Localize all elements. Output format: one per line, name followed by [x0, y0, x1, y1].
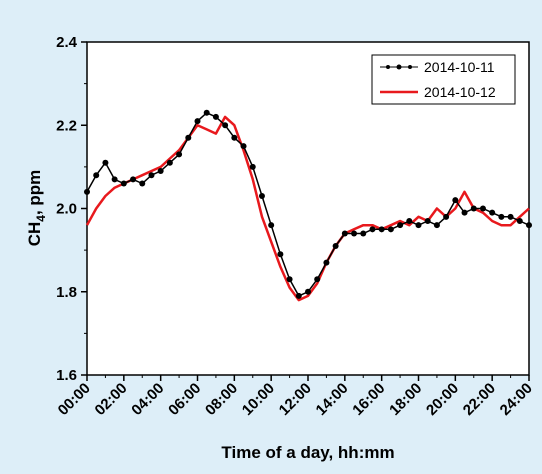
data-point-2014-10-11: [406, 217, 413, 224]
data-point-2014-10-11: [479, 205, 486, 212]
data-point-2014-10-11: [286, 276, 293, 283]
data-point-2014-10-11: [507, 213, 514, 220]
x-tick-label: 16:00: [349, 380, 388, 419]
data-point-2014-10-11: [258, 193, 265, 200]
series-line-2014-10-12: [85, 115, 530, 302]
data-point-2014-10-11: [185, 134, 192, 141]
data-point-2014-10-11: [212, 113, 219, 120]
data-point-2014-10-11: [305, 288, 311, 295]
y-axis-title: CH4, ppm: [25, 170, 48, 247]
data-point-2014-10-11: [148, 172, 155, 179]
data-point-2014-10-11: [415, 222, 422, 229]
data-point-2014-10-11: [249, 163, 256, 170]
data-point-2014-10-11: [194, 118, 201, 125]
x-tick-label: 04:00: [128, 380, 167, 419]
data-point-2014-10-11: [424, 217, 431, 224]
data-point-2014-10-11: [498, 213, 505, 220]
data-point-2014-10-11: [351, 230, 358, 237]
legend-label-2014-10-12: 2014-10-12: [424, 84, 496, 100]
data-point-2014-10-11: [102, 159, 109, 166]
data-point-2014-10-11: [397, 222, 404, 229]
data-point-2014-10-11: [203, 109, 210, 116]
x-tick-label: 10:00: [239, 380, 278, 419]
legend-marker-2014-10-11: [386, 65, 390, 69]
data-point-2014-10-11: [452, 197, 459, 204]
data-point-2014-10-11: [157, 168, 164, 175]
data-point-2014-10-11: [93, 172, 100, 179]
data-point-2014-10-11: [516, 217, 523, 224]
data-point-2014-10-11: [378, 226, 385, 233]
data-point-2014-10-11: [277, 251, 284, 258]
data-point-2014-10-11: [341, 230, 348, 237]
data-point-2014-10-11: [166, 159, 173, 166]
x-tick-label: 22:00: [460, 380, 499, 419]
data-point-2014-10-11: [84, 188, 90, 195]
data-point-2014-10-11: [489, 209, 496, 216]
data-point-2014-10-11: [139, 180, 146, 187]
data-point-2014-10-11: [295, 292, 302, 299]
data-point-2014-10-11: [323, 259, 330, 266]
y-tick-label: 2.4: [56, 34, 78, 51]
data-point-2014-10-11: [111, 176, 118, 183]
data-point-2014-10-11: [387, 226, 394, 233]
x-tick-label: 18:00: [386, 380, 425, 419]
data-point-2014-10-11: [470, 205, 477, 212]
legend-box: [371, 54, 516, 105]
data-point-2014-10-11: [314, 276, 321, 283]
x-tick-label: 08:00: [202, 380, 241, 419]
y-tick-label: 2.2: [56, 117, 77, 134]
data-point-2014-10-11: [176, 151, 183, 158]
data-point-2014-10-11: [443, 213, 450, 220]
data-point-2014-10-11: [240, 143, 247, 150]
data-point-2014-10-11: [369, 226, 376, 233]
data-point-2014-10-11: [461, 209, 468, 216]
data-point-2014-10-11: [268, 222, 275, 229]
legend-marker-2014-10-11-b: [396, 64, 402, 70]
data-point-2014-10-11: [120, 180, 127, 187]
legend-marker-2014-10-11-c: [408, 65, 412, 69]
axis-ticks: [81, 41, 530, 381]
x-axis-title: Time of a day, hh:mm: [221, 443, 394, 462]
x-tick-label: 24:00: [497, 380, 536, 419]
legend: 2014-10-11 2014-10-12: [371, 54, 516, 105]
x-tick-label: 02:00: [92, 380, 131, 419]
data-point-2014-10-11: [360, 230, 367, 237]
x-tick-label: 06:00: [165, 380, 204, 419]
x-tick-label: 20:00: [423, 380, 462, 419]
series-group: [84, 109, 532, 302]
x-tick-label: 14:00: [313, 380, 352, 419]
y-tick-label: 1.8: [56, 284, 77, 301]
data-point-2014-10-11: [526, 222, 532, 229]
data-point-2014-10-11: [433, 222, 440, 229]
y-tick-label: 1.6: [56, 367, 77, 384]
data-point-2014-10-11: [231, 134, 238, 141]
y-tick-label: 2.0: [56, 201, 77, 218]
data-point-2014-10-11: [332, 242, 339, 249]
legend-label-2014-10-11: 2014-10-11: [424, 59, 495, 75]
data-point-2014-10-11: [222, 122, 229, 129]
data-point-2014-10-11: [130, 176, 137, 183]
x-tick-label: 12:00: [276, 380, 315, 419]
x-tick-label: 00:00: [55, 380, 94, 419]
